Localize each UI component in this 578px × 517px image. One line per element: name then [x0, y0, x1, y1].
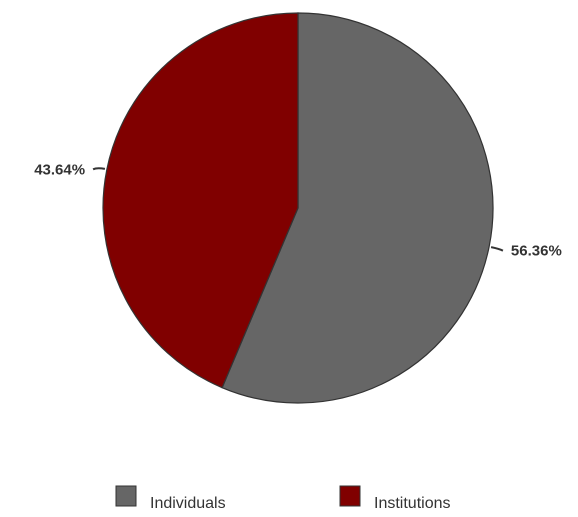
- legend-label-individuals: Individuals: [150, 495, 226, 512]
- label-connector-individuals: [490, 246, 504, 252]
- legend-swatch-institutions: [339, 485, 361, 507]
- pie-slices: [102, 12, 494, 404]
- legend-item-institutions[interactable]: Institutions: [339, 485, 450, 512]
- legend-swatch-individuals: [115, 485, 137, 507]
- legend: Individuals Institutions: [115, 485, 450, 512]
- slice-label-individuals: 56.36%: [511, 243, 562, 260]
- slice-labels: 56.36% 43.64%: [34, 161, 562, 259]
- legend-label-institutions: Institutions: [374, 495, 450, 512]
- pie-slice-individuals: [221, 12, 494, 404]
- legend-item-individuals[interactable]: Individuals: [115, 485, 226, 512]
- label-connector-institutions: [92, 167, 106, 171]
- slice-label-institutions: 43.64%: [34, 161, 85, 178]
- pie-slice-institutions: [102, 12, 299, 389]
